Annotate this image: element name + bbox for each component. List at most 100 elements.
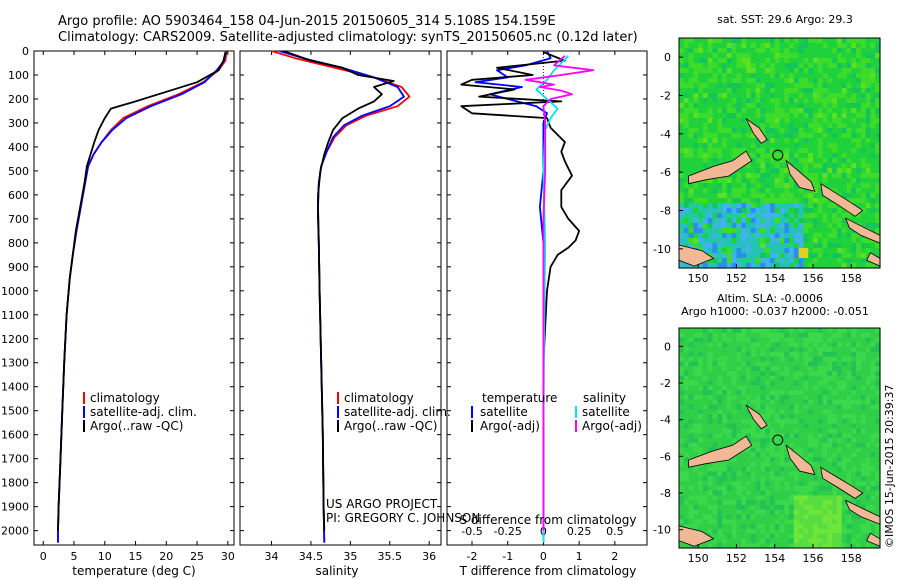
sst-map-cell <box>793 238 800 244</box>
sst-map-cell <box>755 53 761 59</box>
sla-map-cell <box>769 519 776 525</box>
sst-map-cell <box>827 138 833 144</box>
sla-map-cell <box>726 423 733 430</box>
sst-map-cell <box>865 138 872 144</box>
sla-map-cell <box>731 423 738 430</box>
sla-map-cell <box>698 476 704 482</box>
sla-map-cell <box>865 399 872 406</box>
sst-map-cell <box>746 188 752 194</box>
sst-map-cell <box>693 183 699 189</box>
sla-map-cell <box>779 404 785 410</box>
sla-map-cell <box>741 347 747 353</box>
sst-map-cell <box>688 243 694 249</box>
sst-map-cell <box>856 178 862 184</box>
sla-map-cell <box>755 385 761 391</box>
sla-map-cell <box>789 361 795 367</box>
sla-map-cell <box>731 433 738 439</box>
sla-map-cell <box>793 524 800 530</box>
sst-map-cell <box>707 253 714 259</box>
sst-map-cell <box>750 233 757 239</box>
sst-map-cell <box>755 163 761 169</box>
sst-map-cell <box>769 188 776 194</box>
sla-map-cell <box>741 390 747 396</box>
sst-map-cell <box>865 133 872 139</box>
sst-map-cell <box>717 53 723 59</box>
landmass <box>820 182 864 217</box>
sla-map-cell <box>875 375 881 382</box>
sst-map-cell <box>702 43 709 49</box>
sst-map-cell <box>717 138 723 144</box>
sst-map-cell <box>851 88 857 94</box>
sla-map-cell <box>836 375 843 382</box>
sst-map-cell <box>836 188 843 194</box>
sla-map-cell <box>789 404 795 410</box>
sla-map-cell <box>875 509 881 516</box>
sst-map-cell <box>841 158 848 164</box>
sla-map-cell <box>793 538 800 544</box>
sla-map-cell <box>760 390 766 396</box>
sst-map-cell <box>755 118 761 124</box>
sla-map-cell <box>693 404 699 410</box>
sla-map-cell <box>688 447 694 453</box>
sla-map-cell <box>717 528 723 535</box>
sst-map-cell <box>717 113 723 119</box>
sst-map-cell <box>813 83 819 89</box>
sla-map-cell <box>779 442 785 449</box>
sla-map-cell <box>870 361 876 367</box>
sst-map-cell <box>688 198 694 204</box>
sla-map-cell <box>832 433 838 439</box>
sst-map-cell <box>860 188 867 194</box>
sla-map-cell <box>741 380 747 386</box>
sst-map-cell <box>813 158 819 164</box>
sst-map-cell <box>803 143 809 149</box>
sla-map-cell <box>813 442 819 449</box>
sla-map-cell <box>865 500 872 506</box>
sla-map-cell <box>717 342 723 348</box>
sst-map-cell <box>841 43 848 49</box>
sst-map-cell <box>827 163 833 169</box>
sst-map-cell <box>865 208 872 214</box>
sla-map-cell <box>698 328 704 334</box>
sla-map-cell <box>736 500 742 506</box>
sst-map-cell <box>746 108 752 114</box>
sst-map-cell <box>722 68 728 74</box>
sla-map-cell <box>841 457 848 463</box>
sla-map-cell <box>817 461 824 468</box>
sst-map-cell <box>746 138 752 144</box>
sla-map-cell <box>769 457 776 463</box>
sst-map-cell <box>760 153 766 159</box>
sst-map-cell <box>741 213 747 219</box>
sst-map-cell <box>851 178 857 184</box>
sst-map-cell <box>731 228 738 234</box>
sla-map-cell <box>865 404 872 410</box>
sst-map-cell <box>870 238 876 244</box>
sla-map-cell <box>683 328 690 334</box>
sst-map-cell <box>870 68 876 74</box>
sla-map-cell <box>827 328 833 334</box>
sla-map-cell <box>789 438 795 444</box>
sla-map-cell <box>698 351 704 358</box>
sla-map-cell <box>803 490 809 496</box>
sst-map-cell <box>779 173 785 179</box>
sst-map-cell <box>731 108 738 114</box>
sla-map-cell <box>779 332 785 339</box>
sst-map-cell <box>822 88 828 94</box>
sst-map-cell <box>765 93 771 99</box>
sla-map-cell <box>822 390 828 396</box>
sla-map-cell <box>679 481 685 487</box>
sst-map-cell <box>789 138 795 144</box>
sla-map-cell <box>722 528 728 535</box>
sst-map-cell <box>750 213 757 219</box>
sst-map-cell <box>688 133 694 139</box>
sla-map-cell <box>774 447 781 453</box>
sst-map-cell <box>779 53 785 59</box>
sla-map-cell <box>827 332 833 339</box>
sst-map-cell <box>702 53 709 59</box>
sla-map-cell <box>803 385 809 391</box>
legend-label: climatology <box>90 391 160 405</box>
sla-map-cell <box>779 371 785 377</box>
sst-map-cell <box>860 98 867 104</box>
sla-map-cell <box>683 438 690 444</box>
sst-map-cell <box>679 73 685 79</box>
sst-map-cell <box>760 88 766 94</box>
